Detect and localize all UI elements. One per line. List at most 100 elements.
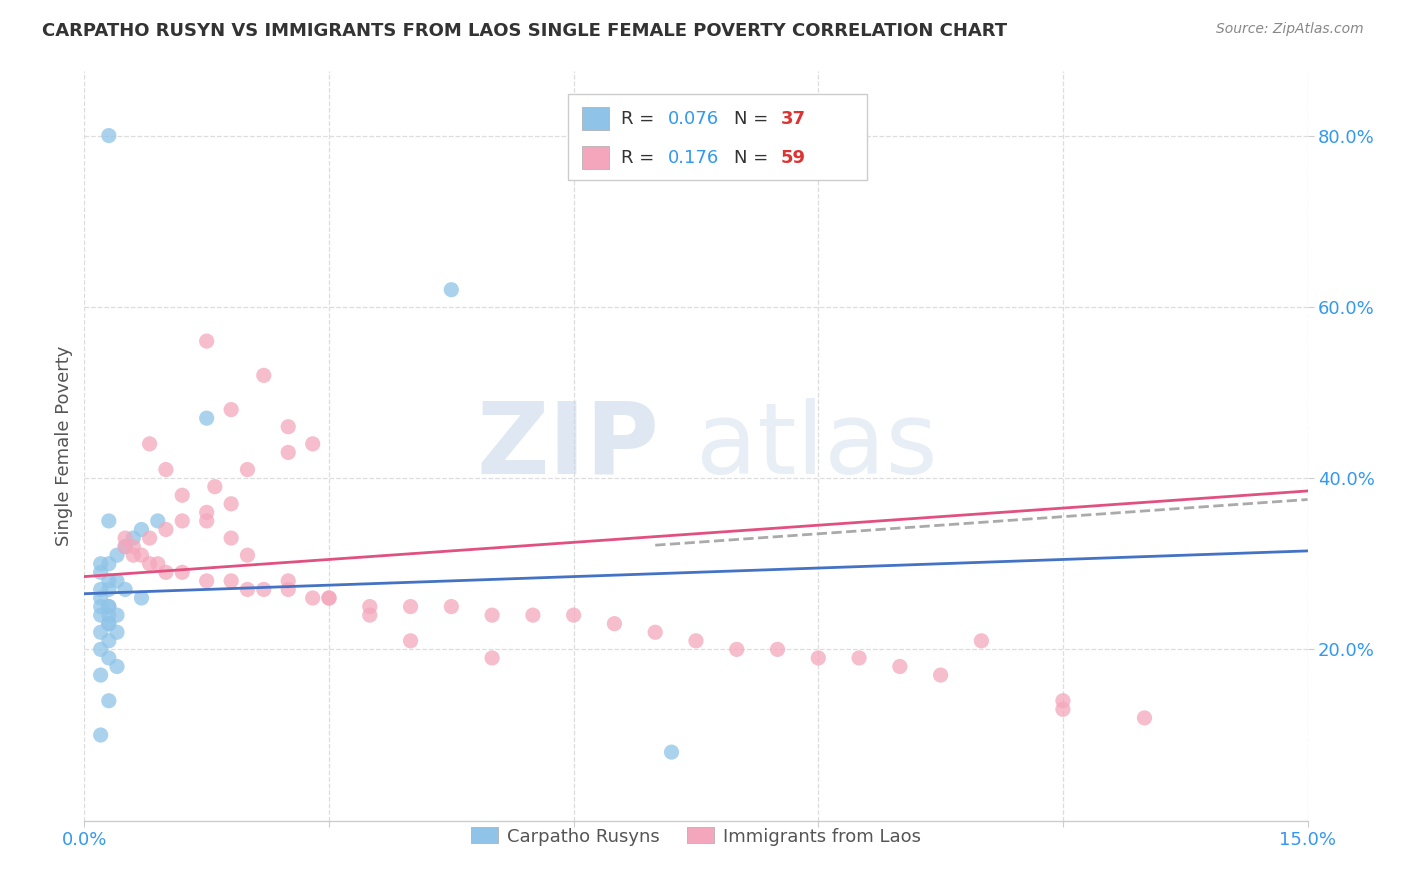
- Point: [97, 582, 120, 597]
- Point: [399, 599, 422, 614]
- FancyBboxPatch shape: [582, 146, 609, 169]
- Point: [195, 411, 218, 425]
- Point: [195, 505, 218, 519]
- Point: [685, 633, 707, 648]
- Point: [1133, 711, 1156, 725]
- Point: [219, 402, 242, 417]
- Point: [131, 591, 153, 605]
- Point: [277, 419, 299, 434]
- Point: [155, 523, 177, 537]
- Point: [122, 540, 145, 554]
- Text: N =: N =: [734, 110, 773, 128]
- Text: 0.176: 0.176: [668, 149, 718, 167]
- Point: [114, 531, 136, 545]
- Point: [481, 651, 503, 665]
- Point: [359, 599, 381, 614]
- Text: atlas: atlas: [696, 398, 938, 494]
- Point: [90, 599, 112, 614]
- Point: [97, 651, 120, 665]
- Point: [195, 514, 218, 528]
- Point: [138, 531, 160, 545]
- Point: [131, 548, 153, 562]
- Point: [90, 582, 112, 597]
- Text: R =: R =: [621, 110, 661, 128]
- Point: [97, 616, 120, 631]
- Point: [603, 616, 626, 631]
- Point: [146, 557, 169, 571]
- Point: [90, 668, 112, 682]
- Point: [97, 633, 120, 648]
- Point: [90, 608, 112, 623]
- Point: [195, 574, 218, 588]
- Point: [97, 694, 120, 708]
- Point: [90, 566, 112, 580]
- Point: [97, 557, 120, 571]
- Point: [90, 625, 112, 640]
- Legend: Carpatho Rusyns, Immigrants from Laos: Carpatho Rusyns, Immigrants from Laos: [464, 820, 928, 853]
- FancyBboxPatch shape: [582, 107, 609, 130]
- Point: [481, 608, 503, 623]
- Point: [219, 574, 242, 588]
- Point: [90, 591, 112, 605]
- Point: [219, 531, 242, 545]
- Point: [114, 540, 136, 554]
- Point: [253, 368, 276, 383]
- Point: [97, 514, 120, 528]
- Point: [848, 651, 870, 665]
- Point: [138, 437, 160, 451]
- Point: [562, 608, 585, 623]
- Point: [889, 659, 911, 673]
- Point: [90, 642, 112, 657]
- Point: [440, 599, 463, 614]
- Point: [90, 557, 112, 571]
- Point: [155, 566, 177, 580]
- Point: [236, 548, 259, 562]
- Point: [97, 599, 120, 614]
- Point: [440, 283, 463, 297]
- Point: [105, 608, 128, 623]
- Point: [105, 548, 128, 562]
- Point: [195, 334, 218, 348]
- Point: [172, 566, 194, 580]
- Point: [725, 642, 748, 657]
- Point: [219, 497, 242, 511]
- Point: [97, 574, 120, 588]
- Point: [146, 514, 169, 528]
- Text: Source: ZipAtlas.com: Source: ZipAtlas.com: [1216, 22, 1364, 37]
- Point: [155, 462, 177, 476]
- Point: [105, 625, 128, 640]
- Point: [318, 591, 340, 605]
- Point: [522, 608, 544, 623]
- Text: CARPATHO RUSYN VS IMMIGRANTS FROM LAOS SINGLE FEMALE POVERTY CORRELATION CHART: CARPATHO RUSYN VS IMMIGRANTS FROM LAOS S…: [42, 22, 1007, 40]
- Point: [97, 616, 120, 631]
- Point: [277, 574, 299, 588]
- Point: [301, 437, 323, 451]
- Point: [131, 523, 153, 537]
- Point: [277, 582, 299, 597]
- FancyBboxPatch shape: [568, 94, 868, 180]
- Point: [122, 531, 145, 545]
- Point: [661, 745, 683, 759]
- Point: [1052, 694, 1074, 708]
- Point: [97, 128, 120, 143]
- Point: [138, 557, 160, 571]
- Text: ZIP: ZIP: [477, 398, 659, 494]
- Point: [644, 625, 666, 640]
- Point: [359, 608, 381, 623]
- Point: [766, 642, 789, 657]
- Point: [236, 582, 259, 597]
- Point: [1052, 702, 1074, 716]
- Point: [114, 582, 136, 597]
- Point: [807, 651, 830, 665]
- Point: [105, 659, 128, 673]
- Y-axis label: Single Female Poverty: Single Female Poverty: [55, 346, 73, 546]
- Point: [929, 668, 952, 682]
- Point: [97, 608, 120, 623]
- Point: [236, 462, 259, 476]
- Point: [172, 514, 194, 528]
- Point: [277, 445, 299, 459]
- Point: [253, 582, 276, 597]
- Point: [122, 548, 145, 562]
- Text: 37: 37: [780, 110, 806, 128]
- Point: [97, 599, 120, 614]
